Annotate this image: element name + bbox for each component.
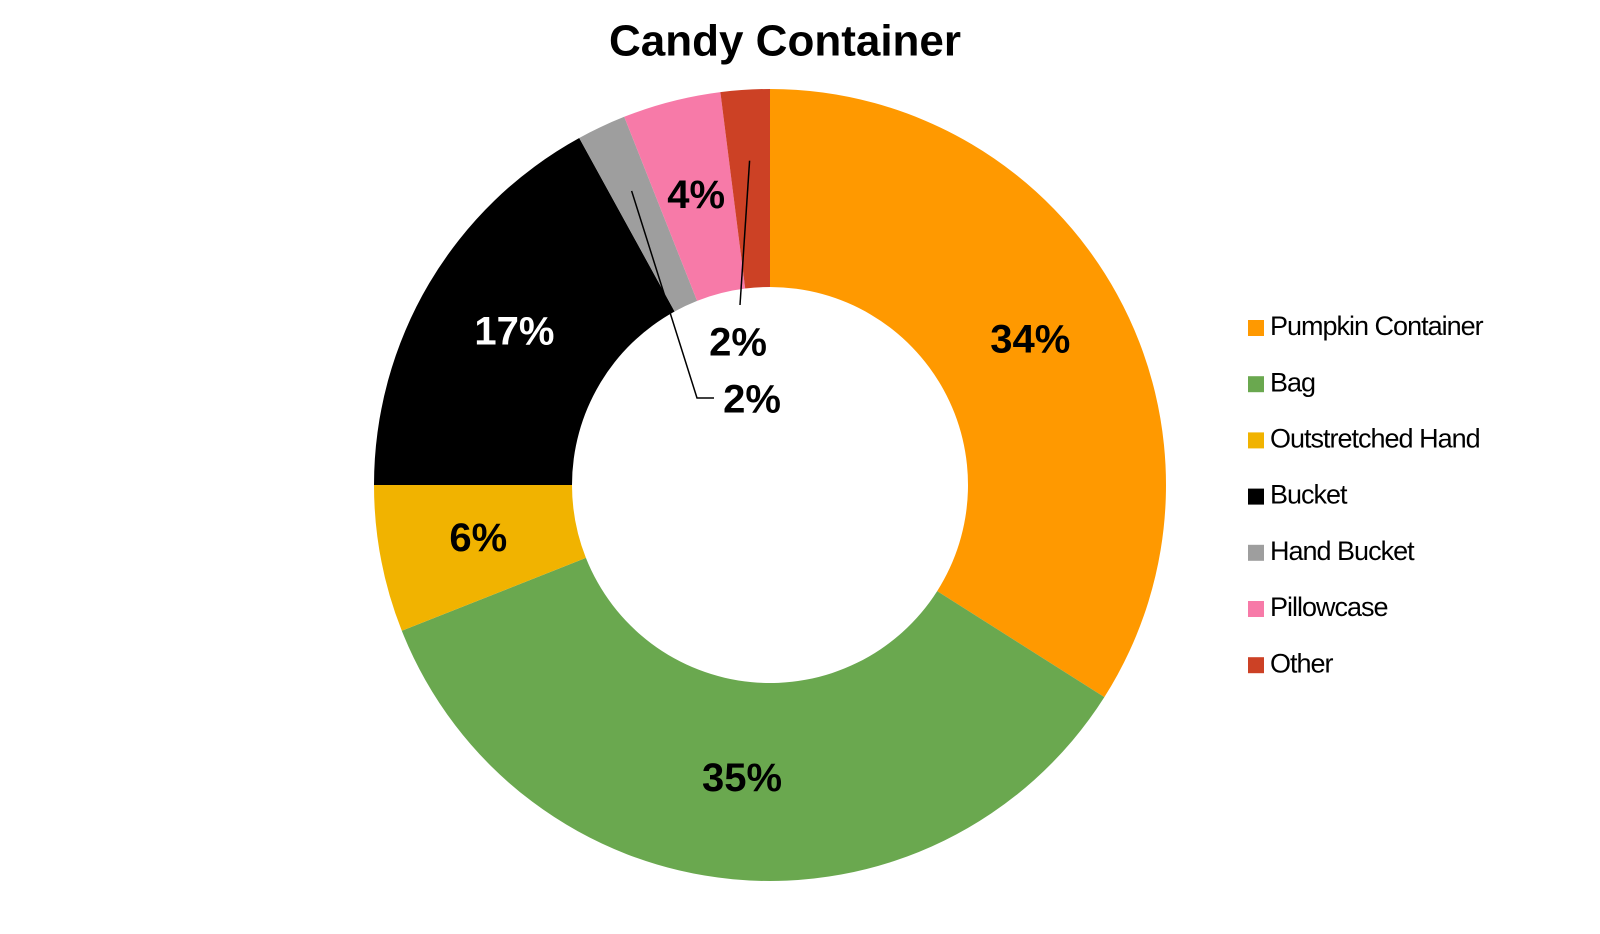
legend-swatch xyxy=(1248,601,1264,617)
leader-line xyxy=(630,190,714,399)
data-label: 2% xyxy=(709,321,767,365)
legend-label: Bucket xyxy=(1270,480,1348,510)
legend-swatch xyxy=(1248,657,1264,674)
legend-label: Bag xyxy=(1270,367,1315,397)
legend-label: Pumpkin Container xyxy=(1270,311,1484,341)
legend-label: Outstretched Hand xyxy=(1270,424,1480,454)
donut-slice xyxy=(720,89,770,289)
data-label: 17% xyxy=(474,309,554,353)
data-label: 6% xyxy=(449,516,507,560)
leader-line xyxy=(739,160,751,306)
data-label: 2% xyxy=(723,378,781,422)
donut-slice xyxy=(624,92,746,301)
data-label: 34% xyxy=(990,317,1070,361)
legend-swatch xyxy=(1248,544,1264,561)
legend-swatch xyxy=(1248,432,1264,449)
legend-label: Pillowcase xyxy=(1270,592,1388,622)
legend-label: Other xyxy=(1270,648,1334,678)
chart-title: Candy Container xyxy=(609,17,961,66)
legend-label: Hand Bucket xyxy=(1270,536,1415,566)
legend-swatch xyxy=(1248,320,1264,336)
donut-slice xyxy=(770,89,1166,698)
donut-slice xyxy=(374,137,675,486)
donut-slice xyxy=(401,557,1105,881)
donut-slice xyxy=(374,485,586,631)
data-label: 35% xyxy=(702,756,782,800)
legend-swatch xyxy=(1248,376,1264,393)
legend-swatch xyxy=(1248,488,1264,505)
data-label: 4% xyxy=(667,173,725,217)
